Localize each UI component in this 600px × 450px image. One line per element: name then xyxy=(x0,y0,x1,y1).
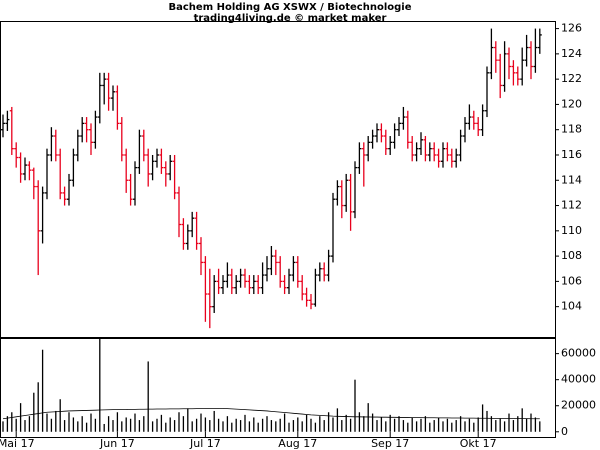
y-tick-label: 108 xyxy=(561,249,582,262)
volume-average xyxy=(2,407,540,420)
volume-frame xyxy=(0,338,556,438)
y-tick-label: 124 xyxy=(561,47,582,60)
y-tick-label: 20000 xyxy=(561,399,596,412)
x-tick-label: Jul 17 xyxy=(189,437,221,450)
y-tick-label: 122 xyxy=(561,72,582,85)
y-tick-label: 126 xyxy=(561,22,582,35)
y-tick-label: 0 xyxy=(561,425,568,438)
x-tick-label: Mai 17 xyxy=(0,437,35,450)
y-tick-label: 60000 xyxy=(561,347,596,360)
chart-title: Bachem Holding AG XSWX / Biotechnologie xyxy=(169,2,412,13)
y-tick-label: 118 xyxy=(561,123,582,136)
y-tick-label: 116 xyxy=(561,148,582,161)
x-tick-label: Aug 17 xyxy=(278,437,317,450)
chart-subtitle: trading4living.de © market maker xyxy=(194,13,387,24)
y-tick-label: 110 xyxy=(561,224,582,237)
x-tick-label: Okt 17 xyxy=(460,437,497,450)
price-frame xyxy=(0,21,556,338)
y-tick-label: 114 xyxy=(561,173,582,186)
x-tick-label: Jun 17 xyxy=(99,437,135,450)
y-tick-label: 104 xyxy=(561,300,582,313)
x-tick-label: Sep 17 xyxy=(371,437,409,450)
y-tick-label: 120 xyxy=(561,97,582,110)
y-tick-label: 106 xyxy=(561,274,582,287)
y-tick-label: 40000 xyxy=(561,373,596,386)
y-tick-label: 112 xyxy=(561,199,582,212)
